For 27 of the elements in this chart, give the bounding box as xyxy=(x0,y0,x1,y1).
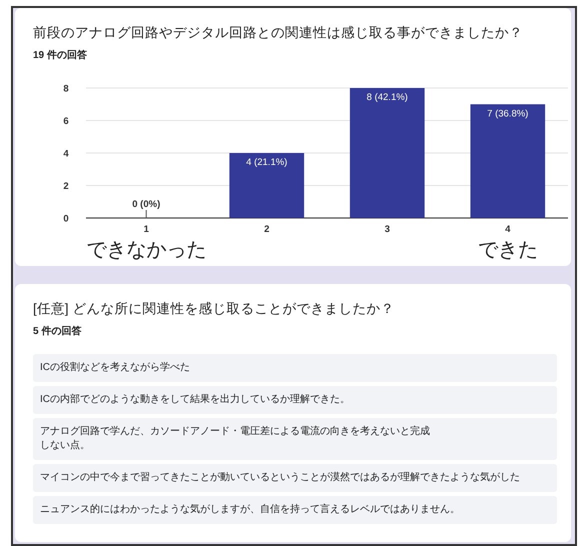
text: アナログ回路で学んだ、カソードアノード・電圧差による電流の向きを考えないと完成しない点。 xyxy=(40,425,431,453)
chart-title: 前段のアナログ回路やデジタル回路との関連性は感じ取る事ができましたか？ xyxy=(33,24,523,42)
text: 5 件の回答 xyxy=(33,324,82,338)
text: マイコンの中で今まで習ってきたことが動いているということが漠然ではあるが理解できたような気がした xyxy=(40,471,521,485)
y-tick-label: 4 xyxy=(63,148,70,160)
text: ICの内部でどのような動きをして結果を出力しているか理解できた。 xyxy=(40,393,351,407)
text: ICの役割などを考えながら学べた xyxy=(40,361,191,375)
bar xyxy=(470,104,546,218)
data-label: 8 (42.1%) xyxy=(366,92,408,103)
text: できなかった xyxy=(86,239,206,261)
x-tick-label: 4 xyxy=(505,224,512,235)
data-label: 4 (21.1%) xyxy=(246,157,288,168)
bar xyxy=(350,88,425,218)
x-tick-label: 2 xyxy=(264,224,270,235)
text: ニュアンス的にはわかったような気がしますが、自信を持って言えるレベルではありません。 xyxy=(40,503,461,517)
bar xyxy=(229,153,304,218)
x-tick-label: 1 xyxy=(144,224,150,235)
data-label: 0 (0%) xyxy=(132,199,160,210)
x-tick-label: 3 xyxy=(384,224,390,235)
text: [任意] どんな所に関連性を感じ取ることができましたか？ xyxy=(33,300,394,318)
data-label: 7 (36.8%) xyxy=(487,108,528,120)
y-tick-label: 2 xyxy=(63,181,69,192)
y-tick-label: 0 xyxy=(63,214,69,224)
y-tick-label: 8 xyxy=(63,84,69,94)
chart-subtitle: 19 件の回答 xyxy=(33,48,87,62)
text: できた xyxy=(478,239,538,261)
y-tick-label: 6 xyxy=(63,116,69,127)
